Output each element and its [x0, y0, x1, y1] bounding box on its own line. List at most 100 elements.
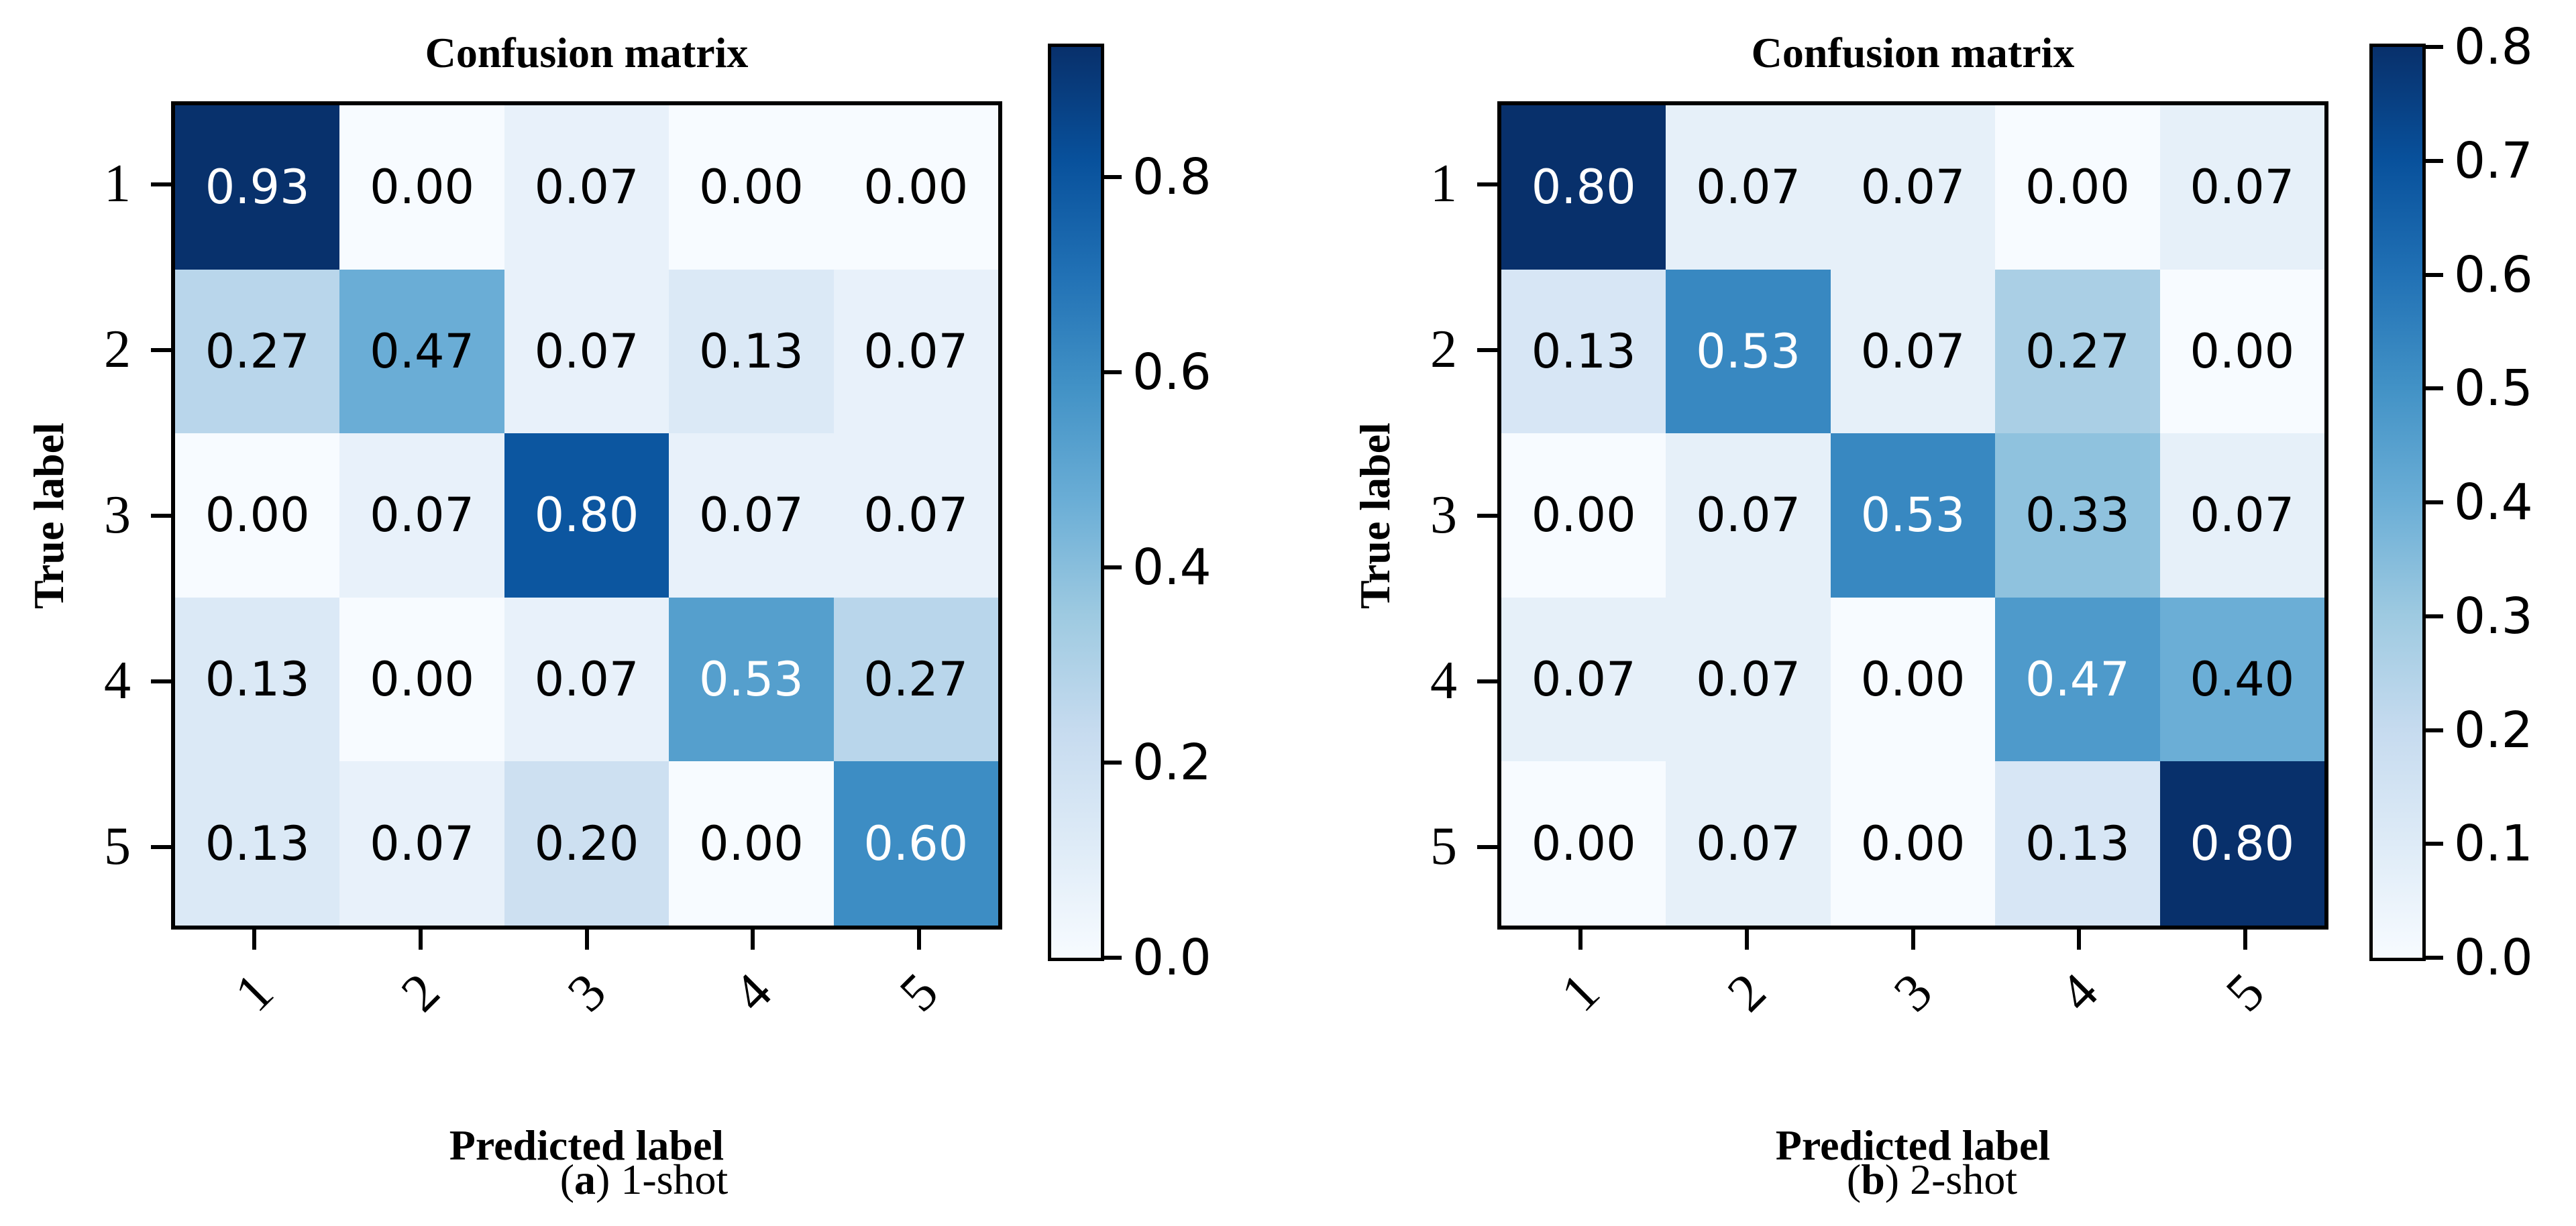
- x-tick: [2077, 930, 2082, 950]
- caption-letter: a: [574, 1156, 596, 1203]
- heatmap-cell: 0.13: [1501, 269, 1666, 434]
- x-tick-label: 4: [722, 962, 784, 1023]
- x-tick-label: 2: [390, 962, 451, 1023]
- y-tick: [151, 182, 171, 186]
- heatmap-cell: 0.07: [504, 105, 669, 270]
- heatmap-cell: 0.07: [1830, 269, 1996, 434]
- colorbar-tick: [2426, 956, 2443, 960]
- colorbar-tick: [1104, 370, 1122, 374]
- x-tick-label: 3: [1882, 962, 1943, 1023]
- y-tick-label: 1: [104, 154, 131, 213]
- heatmap-cell: 0.47: [1995, 597, 2160, 762]
- heatmap-cell: 0.00: [1995, 105, 2160, 270]
- colorbar-tick-label: 0.8: [2454, 18, 2533, 76]
- heatmap-cell: 0.07: [504, 269, 669, 434]
- x-tick: [2243, 930, 2248, 950]
- heatmap-cell: 0.20: [504, 761, 669, 926]
- caption-open: (: [559, 1156, 574, 1203]
- colorbar-tick: [2426, 45, 2443, 49]
- heatmap-cell: 0.07: [504, 597, 669, 762]
- y-tick-label: 4: [1430, 651, 1457, 710]
- x-tick-label: 2: [1716, 962, 1777, 1023]
- colorbar-tick-label: 0.4: [2454, 473, 2533, 531]
- colorbar-tick-label: 0.8: [1132, 148, 1212, 206]
- y-tick-label: 5: [1430, 817, 1457, 876]
- x-tick: [1578, 930, 1582, 950]
- y-tick-label: 2: [1430, 320, 1457, 379]
- heatmap-cell: 0.53: [1666, 269, 1831, 434]
- heatmap-cell: 0.07: [2159, 433, 2324, 598]
- heatmap-cell: 0.00: [1501, 761, 1666, 926]
- heatmap-cell: 0.07: [833, 269, 998, 434]
- y-tick-label: 4: [104, 651, 131, 710]
- heatmap-cell: 0.47: [339, 269, 504, 434]
- heatmap-cell: 0.00: [669, 105, 834, 270]
- y-tick: [1477, 844, 1497, 849]
- heatmap-cell: 0.07: [669, 433, 834, 598]
- colorbar-tick: [1104, 956, 1122, 960]
- heatmap-cell: 0.07: [339, 433, 504, 598]
- x-tick: [1744, 930, 1749, 950]
- x-axis-label-a: Predicted label: [449, 1121, 724, 1169]
- colorbar-tick: [2426, 614, 2443, 618]
- colorbar-tick: [2426, 500, 2443, 504]
- plot-title-a: Confusion matrix: [425, 29, 749, 76]
- colorbar-tick: [2426, 158, 2443, 163]
- heatmap-cell: 0.00: [2159, 269, 2324, 434]
- y-tick-label: 1: [1430, 154, 1457, 213]
- heatmap-cell: 0.33: [1995, 433, 2160, 598]
- heatmap-cell: 0.00: [669, 761, 834, 926]
- colorbar-tick-label: 0.3: [2454, 587, 2533, 645]
- heatmap-cell: 0.00: [175, 433, 340, 598]
- y-tick: [1477, 347, 1497, 352]
- x-axis-label-b: Predicted label: [1775, 1121, 2051, 1169]
- colorbar-tick-label: 0.5: [2454, 359, 2533, 418]
- heatmap-cell: 0.13: [175, 597, 340, 762]
- x-tick: [418, 930, 423, 950]
- x-tick-label: 3: [555, 962, 617, 1023]
- colorbar-tick-label: 0.2: [1132, 733, 1212, 791]
- heatmap-cell: 0.40: [2159, 597, 2324, 762]
- heatmap-cell: 0.27: [175, 269, 340, 434]
- heatmap-cell: 0.93: [175, 105, 340, 270]
- x-tick: [1911, 930, 1915, 950]
- heatmap-cell: 0.07: [833, 433, 998, 598]
- y-tick: [151, 679, 171, 683]
- x-tick-label: 5: [2214, 962, 2275, 1023]
- y-tick: [1477, 513, 1497, 518]
- heatmap-cell: 0.07: [1666, 433, 1831, 598]
- colorbar-tick: [2426, 386, 2443, 391]
- heatmap-cell: 0.00: [1501, 433, 1666, 598]
- x-tick: [917, 930, 922, 950]
- heatmap-cell: 0.27: [1995, 269, 2160, 434]
- y-tick: [1477, 679, 1497, 683]
- caption-letter: b: [1861, 1156, 1885, 1203]
- heatmap-cell: 0.07: [1666, 105, 1831, 270]
- heatmap-cell: 0.00: [833, 105, 998, 270]
- heatmap-cell: 0.00: [1830, 761, 1996, 926]
- x-tick-label: 1: [1550, 962, 1611, 1023]
- heatmap-cell: 0.07: [1666, 597, 1831, 762]
- confusion-matrix-a: 0.93 0.00 0.07 0.00 0.00 0.27 0.47 0.07 0.13 0.07…: [171, 101, 1002, 930]
- confusion-matrix-b: 0.80 0.07 0.07 0.00 0.07 0.13 0.53 0.07 0.27 0.00…: [1497, 101, 2328, 930]
- heatmap-cell: 0.53: [669, 597, 834, 762]
- x-tick: [751, 930, 755, 950]
- x-tick-label: 4: [2048, 962, 2110, 1023]
- y-tick: [151, 513, 171, 518]
- plot-title-b: Confusion matrix: [1751, 29, 2075, 76]
- heatmap-cell: 0.13: [1995, 761, 2160, 926]
- y-tick-label: 3: [1430, 486, 1457, 545]
- y-tick: [151, 347, 171, 352]
- panel-b: Confusion matrix True label 0.80 0.07 0.07…: [1288, 0, 2576, 1226]
- heatmap-cell: 0.13: [669, 269, 834, 434]
- heatmap-cell: 0.07: [1666, 761, 1831, 926]
- colorbar-tick-label: 0.2: [2454, 701, 2533, 759]
- colorbar-tick-label: 0.4: [1132, 538, 1212, 596]
- colorbar-tick: [2426, 728, 2443, 732]
- heatmap-cell: 0.07: [339, 761, 504, 926]
- heatmap-cell: 0.80: [504, 433, 669, 598]
- y-tick: [151, 844, 171, 849]
- colorbar-tick: [1104, 760, 1122, 765]
- heatmap-cell: 0.60: [833, 761, 998, 926]
